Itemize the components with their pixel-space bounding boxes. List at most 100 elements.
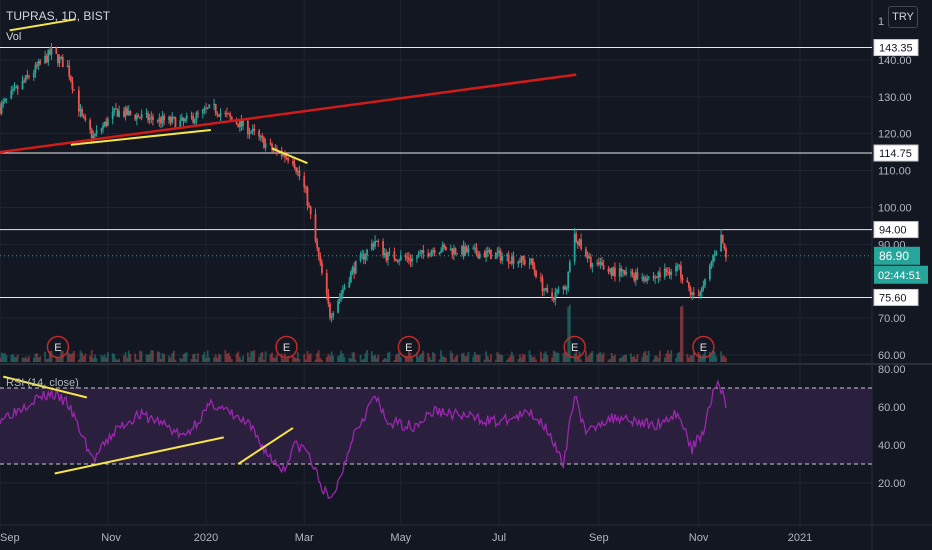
volume-bar <box>66 350 69 362</box>
volume-bar <box>510 351 513 362</box>
candle-body <box>704 279 706 286</box>
volume-bar <box>688 357 690 362</box>
candle-body <box>477 253 479 259</box>
volume-bar <box>94 354 96 362</box>
candle-body <box>3 99 6 102</box>
candle-body <box>123 111 125 117</box>
countdown-badge <box>874 265 928 284</box>
volume-bar <box>422 350 425 362</box>
volume-bar <box>552 350 555 362</box>
volume-bar <box>644 350 647 362</box>
candle-body <box>92 135 95 139</box>
candle-body <box>444 246 447 251</box>
candle-body <box>725 248 727 258</box>
candle-body <box>557 289 560 291</box>
candle-body <box>670 271 673 275</box>
volume-bar <box>383 357 386 362</box>
volume-bar <box>295 358 298 362</box>
y-tick-label: 110.00 <box>878 166 911 178</box>
candle-body <box>467 248 470 253</box>
level-badge-label: 75.60 <box>879 292 907 304</box>
candle-body <box>427 253 430 257</box>
candle-body <box>296 170 299 172</box>
candle-body <box>507 254 510 263</box>
volume-bar <box>700 356 703 362</box>
candle-body <box>568 261 571 272</box>
volume-bar <box>338 354 341 362</box>
candle-body <box>652 276 655 279</box>
candle-body <box>192 116 195 123</box>
volume-bar <box>567 306 570 362</box>
candle-body <box>370 243 373 250</box>
volume-bar <box>348 357 351 362</box>
candle-body <box>602 265 605 270</box>
volume-bar <box>523 354 526 362</box>
volume-bar <box>665 353 668 362</box>
candle-body <box>330 316 333 318</box>
volume-bar <box>575 350 578 362</box>
level-badge-label: 114.75 <box>879 148 912 160</box>
earnings-marker-label: E <box>283 342 290 354</box>
volume-bar <box>201 354 204 362</box>
volume-bar <box>454 356 457 362</box>
volume-bar <box>519 354 521 362</box>
volume-bar <box>309 353 312 362</box>
candle-body <box>206 107 209 109</box>
volume-bar <box>642 352 645 362</box>
volume-bar <box>111 353 114 362</box>
candle-body <box>686 280 689 283</box>
candle-body <box>338 296 341 302</box>
candle-body <box>565 288 568 290</box>
volume-bar <box>292 355 294 362</box>
volume-bar <box>453 359 455 362</box>
candle-body <box>195 112 198 120</box>
volume-bar <box>340 350 343 362</box>
volume-bar <box>238 356 241 362</box>
volume-bar <box>556 352 558 362</box>
candle-body <box>58 57 61 64</box>
candle-body <box>321 262 323 274</box>
volume-bar <box>264 351 267 362</box>
candle-body <box>496 253 499 255</box>
volume-bar <box>350 358 352 362</box>
volume-bar <box>678 351 681 362</box>
volume-bar <box>634 358 637 362</box>
trendlines[interactable] <box>0 18 577 165</box>
volume-bar <box>544 351 547 362</box>
candle-body <box>473 247 476 249</box>
candle-body <box>441 244 444 252</box>
candle-body <box>530 258 533 264</box>
earnings-marker-label: E <box>405 342 412 354</box>
candle-body <box>404 255 407 258</box>
candle-body <box>79 108 82 112</box>
candle-body <box>708 265 711 280</box>
volume-bar <box>399 357 402 362</box>
currency-button[interactable]: TRY <box>888 6 918 28</box>
volume-bar <box>353 352 356 362</box>
trendline <box>271 147 308 165</box>
volume-bar <box>193 353 196 362</box>
candle-body <box>0 103 3 114</box>
volume-bar <box>411 358 413 362</box>
candle-body <box>654 277 657 279</box>
volume-bar <box>461 353 463 362</box>
volume-bar <box>359 354 362 362</box>
candle-body <box>21 80 24 90</box>
volume-bar <box>197 353 199 362</box>
candle-body <box>506 254 508 256</box>
candle-body <box>325 273 328 295</box>
volume-bar <box>16 354 19 362</box>
candle-body <box>586 255 589 259</box>
volume-bar <box>156 351 159 362</box>
candle-body <box>541 278 544 292</box>
rsi-y-tick-label: 40.00 <box>878 440 906 452</box>
candle-body <box>411 258 413 262</box>
candle-body <box>259 135 262 137</box>
candle-body <box>213 103 215 105</box>
candle-body <box>715 251 718 255</box>
candle-body <box>576 242 579 246</box>
candle-body <box>712 255 714 263</box>
